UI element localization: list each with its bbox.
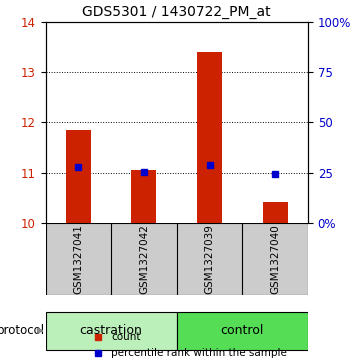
Text: GSM1327040: GSM1327040 <box>270 224 280 294</box>
Bar <box>66 130 91 223</box>
Text: protocol: protocol <box>0 324 46 337</box>
Text: GSM1327039: GSM1327039 <box>204 224 215 294</box>
Bar <box>263 202 288 223</box>
Bar <box>46 312 177 350</box>
Text: GSM1327041: GSM1327041 <box>73 224 83 294</box>
Text: percentile rank within the sample: percentile rank within the sample <box>111 348 287 358</box>
Bar <box>132 170 156 223</box>
Title: GDS5301 / 1430722_PM_at: GDS5301 / 1430722_PM_at <box>83 5 271 19</box>
Text: control: control <box>221 324 264 337</box>
Text: count: count <box>111 333 141 342</box>
Bar <box>177 312 308 350</box>
Text: castration: castration <box>80 324 142 337</box>
Text: GSM1327042: GSM1327042 <box>139 224 149 294</box>
Bar <box>197 52 222 223</box>
